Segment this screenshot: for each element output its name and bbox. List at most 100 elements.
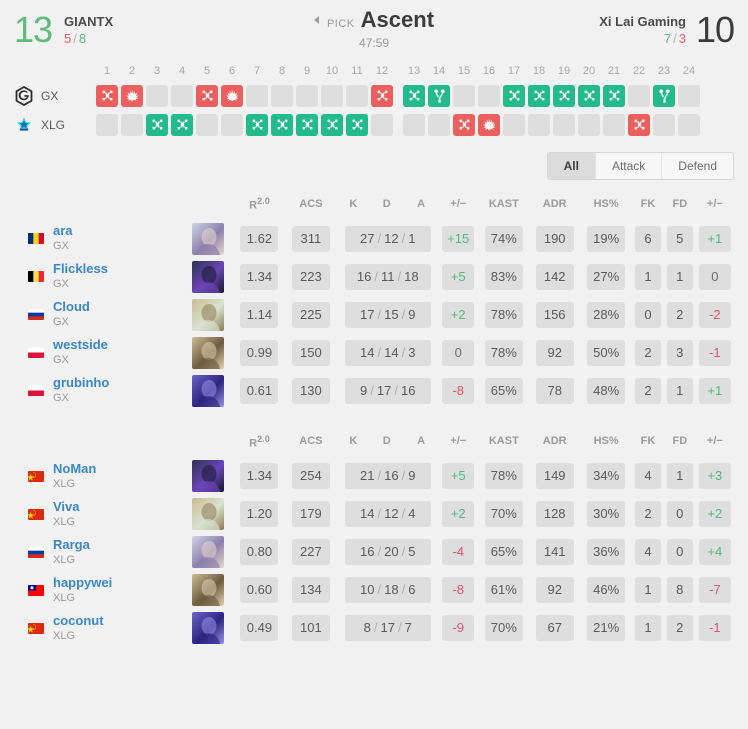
round-cell-20[interactable] bbox=[578, 113, 600, 136]
round-cell-11[interactable] bbox=[346, 84, 368, 107]
header-deaths[interactable]: D bbox=[369, 427, 405, 458]
round-cell-18[interactable] bbox=[528, 113, 550, 136]
round-cell-17[interactable] bbox=[503, 84, 525, 107]
header-kills[interactable]: K bbox=[337, 190, 370, 220]
round-cell-14[interactable] bbox=[428, 84, 450, 107]
round-cell-7[interactable] bbox=[246, 84, 268, 107]
round-cell-2[interactable] bbox=[121, 113, 143, 136]
player-name-link[interactable]: grubinho bbox=[53, 375, 110, 391]
round-cell-13[interactable] bbox=[403, 113, 425, 136]
player-team-tag: XLG bbox=[53, 629, 76, 642]
header-hs[interactable]: HS% bbox=[580, 427, 633, 458]
player-name-link[interactable]: ara bbox=[53, 223, 73, 239]
round-cell-14[interactable] bbox=[428, 113, 450, 136]
header-kast[interactable]: KAST bbox=[478, 190, 530, 220]
header-assists[interactable]: A bbox=[404, 427, 439, 458]
player-row[interactable]: coconut XLG 0.49 101 8/17/7 -9 70% 67 21% 1 2 -1 bbox=[14, 609, 734, 647]
round-cell-6[interactable] bbox=[221, 113, 243, 136]
round-cell-13[interactable] bbox=[403, 84, 425, 107]
round-cell-10[interactable] bbox=[321, 113, 343, 136]
round-cell-9[interactable] bbox=[296, 113, 318, 136]
header-fd[interactable]: FD bbox=[663, 190, 696, 220]
header-agent bbox=[192, 427, 235, 458]
round-cell-12[interactable] bbox=[371, 84, 393, 107]
filter-attack-button[interactable]: Attack bbox=[594, 153, 662, 179]
player-row[interactable]: Flickless GX 1.34 223 16/11/18 +5 83% 142 27% 1 1 0 bbox=[14, 258, 734, 296]
player-row[interactable]: Viva XLG 1.20 179 14/12/4 +2 70% 128 30% 2 0 +2 bbox=[14, 495, 734, 533]
header-assists[interactable]: A bbox=[404, 190, 439, 220]
round-cell-1[interactable] bbox=[96, 113, 118, 136]
header-deaths[interactable]: D bbox=[369, 190, 405, 220]
header-fk[interactable]: FK bbox=[632, 190, 664, 220]
round-cell-10[interactable] bbox=[321, 84, 343, 107]
player-name-link[interactable]: coconut bbox=[53, 612, 104, 628]
player-name-link[interactable]: happywei bbox=[53, 574, 113, 590]
round-cell-2[interactable] bbox=[121, 84, 143, 107]
player-row[interactable]: NoMan XLG 1.34 254 21/16/9 +5 78% 149 34% 4 1 +3 bbox=[14, 457, 734, 495]
round-number-24: 24 bbox=[682, 65, 696, 77]
round-cell-4[interactable] bbox=[171, 84, 193, 107]
header-fkd-diff[interactable]: +/− bbox=[695, 427, 734, 458]
filter-all-button[interactable]: All bbox=[547, 153, 595, 179]
round-cell-9[interactable] bbox=[296, 84, 318, 107]
player-row[interactable]: happywei XLG 0.60 134 10/18/6 -8 61% 92 46% 1 8 -7 bbox=[14, 571, 734, 609]
header-fkd-diff[interactable]: +/− bbox=[695, 190, 734, 220]
round-cell-4[interactable] bbox=[171, 113, 193, 136]
player-name-link[interactable]: Rarga bbox=[53, 536, 90, 552]
round-cell-6[interactable] bbox=[221, 84, 243, 107]
filter-defend-button[interactable]: Defend bbox=[661, 153, 733, 179]
flag-russia bbox=[28, 546, 44, 558]
round-cell-8[interactable] bbox=[271, 84, 293, 107]
round-cell-21[interactable] bbox=[603, 113, 625, 136]
header-rating[interactable]: R2.0 bbox=[234, 190, 285, 220]
header-acs[interactable]: ACS bbox=[284, 427, 338, 458]
round-cell-22[interactable] bbox=[628, 113, 650, 136]
round-cell-7[interactable] bbox=[246, 113, 268, 136]
player-name-link[interactable]: Viva bbox=[53, 498, 80, 514]
round-cell-1[interactable] bbox=[96, 84, 118, 107]
round-cell-19[interactable] bbox=[553, 84, 575, 107]
player-row[interactable]: ara GX 1.62 311 27/12/1 +15 74% 190 19% 6 5 +1 bbox=[14, 220, 734, 258]
round-cell-5[interactable] bbox=[196, 113, 218, 136]
round-cell-15[interactable] bbox=[453, 113, 475, 136]
round-cell-12[interactable] bbox=[371, 113, 393, 136]
player-name-link[interactable]: Flickless bbox=[53, 261, 108, 277]
fd-cell: 3 bbox=[664, 334, 696, 372]
round-cell-19[interactable] bbox=[553, 113, 575, 136]
round-cell-21[interactable] bbox=[603, 84, 625, 107]
header-kd-diff[interactable]: +/− bbox=[438, 190, 479, 220]
round-cell-22[interactable] bbox=[628, 84, 650, 107]
player-name-link[interactable]: westside bbox=[53, 337, 108, 353]
round-cell-11[interactable] bbox=[346, 113, 368, 136]
header-rating[interactable]: R2.0 bbox=[234, 427, 285, 458]
header-fd[interactable]: FD bbox=[663, 427, 696, 458]
round-cell-23[interactable] bbox=[653, 84, 675, 107]
player-row[interactable]: Rarga XLG 0.80 227 16/20/5 -4 65% 141 36% 4 0 +4 bbox=[14, 533, 734, 571]
round-cell-23[interactable] bbox=[653, 113, 675, 136]
round-cell-24[interactable] bbox=[678, 84, 700, 107]
header-adr[interactable]: ADR bbox=[529, 427, 581, 458]
player-name-link[interactable]: Cloud bbox=[53, 299, 90, 315]
header-kd-diff[interactable]: +/− bbox=[438, 427, 479, 458]
header-kast[interactable]: KAST bbox=[478, 427, 530, 458]
round-cell-5[interactable] bbox=[196, 84, 218, 107]
header-hs[interactable]: HS% bbox=[580, 190, 633, 220]
header-acs[interactable]: ACS bbox=[284, 190, 338, 220]
header-adr[interactable]: ADR bbox=[529, 190, 581, 220]
round-cell-17[interactable] bbox=[503, 113, 525, 136]
round-cell-16[interactable] bbox=[478, 113, 500, 136]
round-cell-20[interactable] bbox=[578, 84, 600, 107]
round-cell-3[interactable] bbox=[146, 113, 168, 136]
player-row[interactable]: Cloud GX 1.14 225 17/15/9 +2 78% 156 28% 0 2 -2 bbox=[14, 296, 734, 334]
round-cell-8[interactable] bbox=[271, 113, 293, 136]
header-fk[interactable]: FK bbox=[632, 427, 664, 458]
round-cell-24[interactable] bbox=[678, 113, 700, 136]
round-cell-3[interactable] bbox=[146, 84, 168, 107]
player-row[interactable]: westside GX 0.99 150 14/14/3 0 78% 92 50% 2 3 -1 bbox=[14, 334, 734, 372]
round-cell-15[interactable] bbox=[453, 84, 475, 107]
round-cell-16[interactable] bbox=[478, 84, 500, 107]
player-name-link[interactable]: NoMan bbox=[53, 460, 97, 476]
header-kills[interactable]: K bbox=[337, 427, 370, 458]
player-row[interactable]: grubinho GX 0.61 130 9/17/16 -8 65% 78 48% 2 1 +1 bbox=[14, 372, 734, 410]
round-cell-18[interactable] bbox=[528, 84, 550, 107]
